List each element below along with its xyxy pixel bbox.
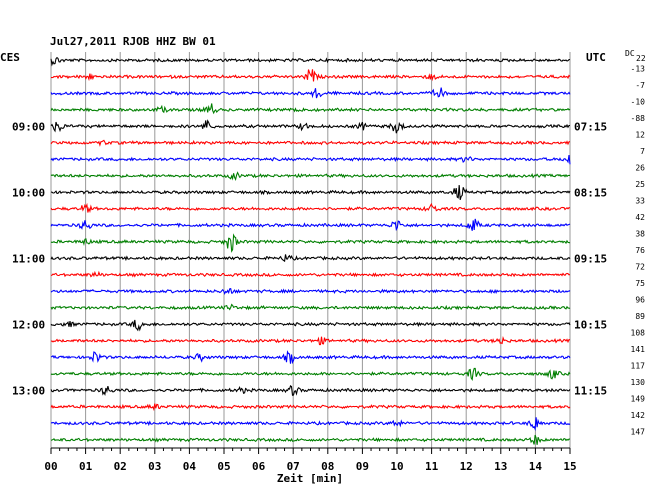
left-hour-label: 10:00	[12, 186, 45, 199]
dc-offset-label: 72	[635, 263, 645, 272]
right-time-label: 10:15	[574, 318, 607, 331]
right-time-labels: 07:15 08:15 09:15 10:15 11:15	[574, 120, 607, 397]
dc-offset-label: 76	[635, 246, 645, 255]
dc-offset-labels: -13 -7 -10 -88 12 7 26 25 33 42 38 76 72 75 96 89 108 141…	[631, 65, 646, 437]
trace-19	[50, 367, 571, 382]
trace-3	[50, 103, 571, 115]
dc-offset-label: -10	[631, 98, 646, 107]
x-tick-label-00: 00	[44, 460, 57, 473]
trace-6	[50, 155, 571, 165]
trace-9	[50, 202, 571, 214]
dc-offset-label: 130	[631, 378, 646, 387]
right-time-label: 08:15	[574, 186, 607, 199]
trace-21	[50, 403, 571, 412]
trace-11	[50, 233, 571, 253]
left-hour-label: 13:00	[12, 384, 45, 397]
x-tick-label-12: 12	[460, 460, 473, 473]
dc-header-value: 22	[636, 54, 646, 63]
trace-16	[50, 319, 571, 332]
left-hour-labels: 09:00 10:00 11:00 12:00 13:00	[12, 120, 45, 397]
left-hour-label: 12:00	[12, 318, 45, 331]
x-tick-label-09: 09	[356, 460, 369, 473]
trace-15	[50, 303, 571, 311]
x-tick-label-15: 15	[563, 460, 576, 473]
minute-grid	[50, 52, 571, 449]
x-tick-label-01: 01	[79, 460, 93, 473]
dc-offset-label: 149	[631, 395, 646, 404]
dc-offset-label: 7	[640, 147, 645, 156]
trace-7	[50, 171, 570, 182]
trace-2	[50, 87, 571, 99]
trace-18	[50, 350, 571, 365]
x-tick-group: 00 01 02 03 04 05 06 07 08 09 10 11 12 13 14 15	[44, 448, 577, 473]
dc-offset-label: -13	[631, 65, 646, 74]
x-tick-label-03: 03	[148, 460, 161, 473]
dc-offset-label: -88	[631, 114, 646, 123]
trace-group	[50, 56, 571, 445]
dc-offset-label: 75	[635, 279, 645, 288]
dc-offset-label: 42	[635, 213, 645, 222]
x-tick-label-06: 06	[252, 460, 266, 473]
dc-offset-label: 147	[631, 428, 646, 437]
trace-5	[50, 139, 571, 147]
dc-offset-label: 89	[635, 312, 645, 321]
trace-4	[50, 119, 570, 134]
right-timezone-label: UTC	[586, 51, 606, 64]
dc-offset-label: 26	[635, 164, 645, 173]
x-tick-label-05: 05	[217, 460, 230, 473]
dc-offset-label: -7	[635, 81, 645, 90]
dc-offset-label: 33	[635, 197, 645, 206]
trace-23	[50, 434, 570, 445]
dc-offset-label: 142	[631, 411, 646, 420]
dc-offset-label: 108	[631, 329, 646, 338]
trace-0	[50, 56, 571, 67]
x-tick-label-14: 14	[529, 460, 543, 473]
chart-title: Jul27,2011 RJOB HHZ BW 01	[50, 35, 216, 48]
dc-header-prefix: DC	[625, 49, 635, 58]
trace-13	[50, 270, 571, 278]
dc-offset-label: 141	[631, 345, 646, 354]
trace-8	[50, 185, 571, 200]
left-timezone-label: CES	[0, 51, 20, 64]
dc-offset-label: 38	[635, 230, 645, 239]
right-time-label: 09:15	[574, 252, 607, 265]
x-tick-label-13: 13	[494, 460, 507, 473]
x-tick-label-10: 10	[390, 460, 403, 473]
dc-offset-label: 96	[635, 296, 645, 305]
trace-22	[50, 417, 571, 432]
trace-10	[50, 218, 571, 231]
x-tick-label-07: 07	[287, 460, 300, 473]
x-tick-label-08: 08	[321, 460, 334, 473]
trace-20	[50, 385, 571, 397]
right-time-label: 11:15	[574, 384, 607, 397]
dc-offset-label: 12	[635, 131, 645, 140]
x-tick-label-04: 04	[183, 460, 197, 473]
x-tick-label-11: 11	[425, 460, 439, 473]
right-time-label: 07:15	[574, 120, 607, 133]
dc-offset-label: 117	[631, 362, 646, 371]
left-hour-label: 09:00	[12, 120, 45, 133]
left-hour-label: 11:00	[12, 252, 45, 265]
trace-12	[50, 254, 571, 263]
trace-14	[50, 288, 571, 295]
trace-1	[50, 69, 571, 82]
x-tick-label-02: 02	[114, 460, 127, 473]
trace-17	[50, 336, 571, 346]
dc-offset-label: 25	[635, 180, 645, 189]
x-axis-label: Zeit [min]	[277, 472, 343, 485]
